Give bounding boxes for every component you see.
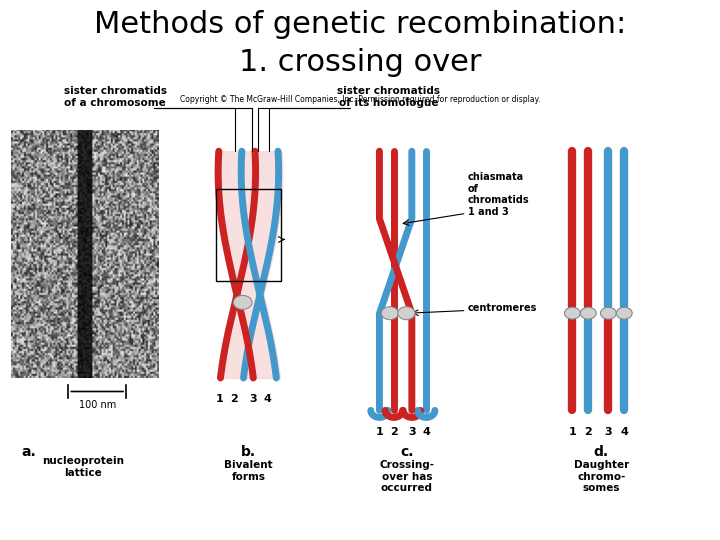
Text: Methods of genetic recombination:: Methods of genetic recombination: [94,10,626,39]
Text: 1: 1 [569,427,576,437]
Text: b.: b. [240,446,256,460]
Text: 4: 4 [621,427,628,437]
Text: chiasmata
of
chromatids
1 and 3: chiasmata of chromatids 1 and 3 [468,172,530,217]
Text: centromeres: centromeres [468,303,537,313]
Text: a.: a. [22,446,36,460]
Text: Daughter
chromo-
somes: Daughter chromo- somes [574,460,629,493]
Circle shape [616,307,632,319]
Text: 2: 2 [585,427,592,437]
Text: nucleoprotein
lattice: nucleoprotein lattice [42,456,124,478]
Text: 3: 3 [605,427,612,437]
Text: sister chromatids
of its homologue: sister chromatids of its homologue [337,86,441,108]
Text: 3: 3 [249,394,256,404]
Text: d.: d. [593,446,609,460]
Text: sister chromatids
of a chromosome: sister chromatids of a chromosome [63,86,167,108]
Text: 4: 4 [423,427,430,437]
Text: Copyright © The McGraw-Hill Companies, Inc. Permission required for reproduction: Copyright © The McGraw-Hill Companies, I… [180,96,540,104]
Text: 3: 3 [408,427,415,437]
Circle shape [564,307,580,319]
Circle shape [580,307,596,319]
Circle shape [233,295,252,309]
Circle shape [381,307,398,320]
Text: 100 nm: 100 nm [78,400,116,410]
Text: 2: 2 [390,427,397,437]
Text: 1: 1 [376,427,383,437]
Text: 1. crossing over: 1. crossing over [239,48,481,77]
Text: 1: 1 [216,394,223,404]
Text: Bivalent
forms: Bivalent forms [224,460,273,482]
Circle shape [397,307,415,320]
Text: c.: c. [400,446,413,460]
Text: 4: 4 [264,394,271,404]
Text: 2: 2 [230,394,238,404]
Circle shape [600,307,616,319]
Text: Crossing-
over has
occurred: Crossing- over has occurred [379,460,434,493]
